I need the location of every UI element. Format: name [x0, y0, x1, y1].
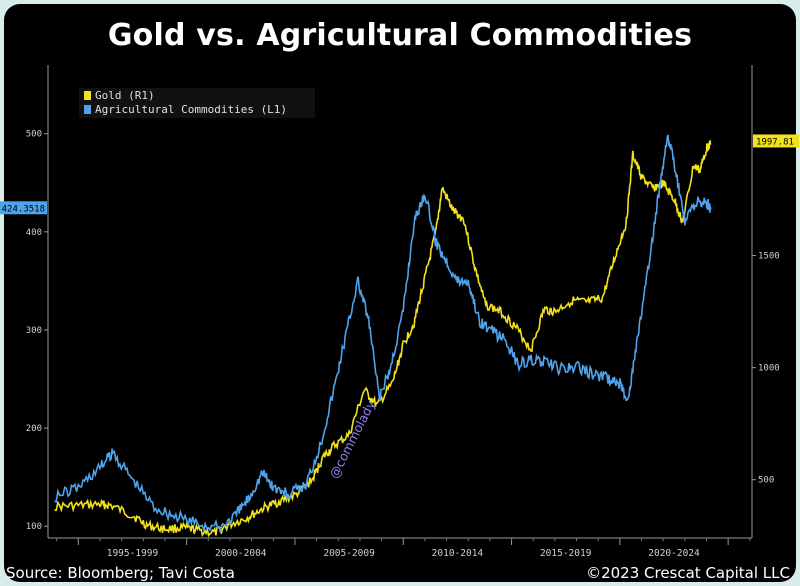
agricultural-last-value-label: 424.3518 [2, 204, 45, 214]
gold-series-line [54, 139, 712, 538]
agricultural-last-value-flag [0, 201, 47, 215]
x-axis-tick-label: 2020-2024 [648, 548, 700, 559]
gold-last-value-flag [753, 134, 799, 148]
left-axis-tick-label: 400 [26, 228, 42, 238]
legend-entry: Agricultural Commodities (L1) [95, 103, 287, 116]
x-axis-tick-label: 2000-2004 [215, 548, 267, 559]
agricultural-series-line [54, 134, 712, 533]
source-note: Source: Bloomberg; Tavi Costa [6, 564, 235, 582]
right-axis-tick-label: 1000 [758, 364, 780, 374]
x-axis-tick-label: 2010-2014 [432, 548, 484, 559]
right-axis-tick-label: 500 [758, 476, 774, 486]
left-axis-tick-label: 500 [26, 130, 42, 140]
x-axis-tick-label: 2015-2019 [540, 548, 592, 559]
gold-last-value-label: 1997.81 [756, 137, 794, 147]
x-axis-tick-label: 1995-1999 [107, 548, 159, 559]
copyright-note: ©2023 Crescat Capital LLC [586, 564, 790, 582]
x-axis-tick-label: 2005-2009 [323, 548, 375, 559]
legend-box [79, 88, 315, 118]
chart-title: Gold vs. Agricultural Commodities [107, 18, 693, 53]
right-axis-tick-label: 1500 [758, 252, 780, 262]
legend-swatch [84, 91, 91, 100]
left-axis-tick-label: 100 [26, 522, 42, 532]
left-axis-tick-label: 200 [26, 424, 42, 434]
left-axis-tick-label: 300 [26, 326, 42, 336]
legend-entry: Gold (R1) [95, 89, 155, 102]
legend-swatch [84, 105, 91, 114]
